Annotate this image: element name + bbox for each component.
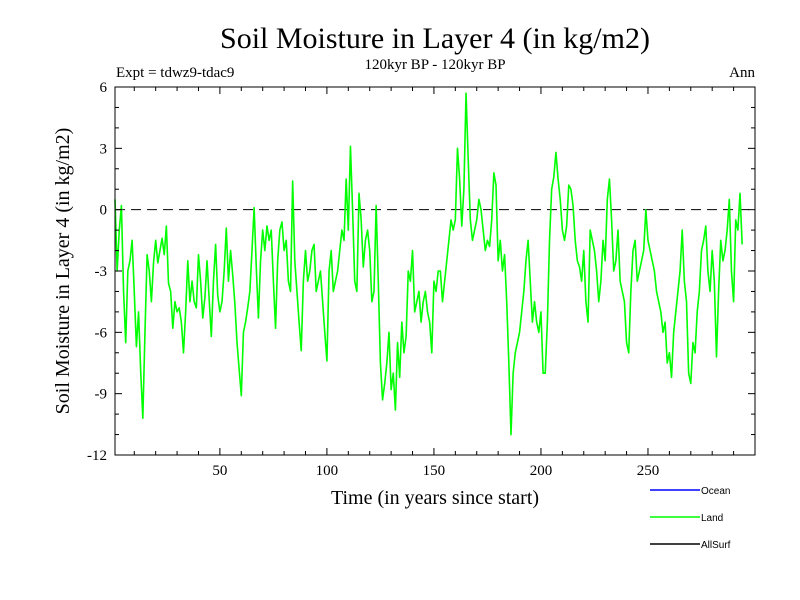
series-line-land — [114, 92, 743, 436]
x-tick-label: 250 — [637, 463, 660, 479]
x-tick-label: 50 — [212, 463, 227, 479]
series-layer — [114, 92, 743, 436]
legend: Ocean Land AllSurf — [650, 486, 731, 551]
x-tick-label: 100 — [316, 463, 339, 479]
x-tick-label: 150 — [423, 463, 446, 479]
x-tick-label: 200 — [530, 463, 553, 479]
legend-label-ocean: Ocean — [701, 486, 730, 497]
chart-title: Soil Moisture in Layer 4 (in kg/m2) — [220, 22, 650, 55]
legend-label-allsurf: AllSurf — [701, 540, 731, 551]
y-tick-label: -6 — [95, 325, 108, 341]
y-tick-label: -12 — [87, 448, 107, 464]
y-tick-label: 0 — [100, 203, 108, 219]
y-axis-label: Soil Moisture in Layer 4 (in kg/m2) — [52, 128, 74, 415]
y-tick-label: -9 — [95, 387, 108, 403]
period-label: Ann — [729, 65, 755, 81]
x-axis-label: Time (in years since start) — [331, 487, 539, 509]
legend-label-land: Land — [701, 513, 723, 524]
y-tick-label: -3 — [95, 264, 108, 280]
experiment-label: Expt = tdwz9-tdac9 — [116, 65, 234, 81]
y-tick-label: 6 — [100, 80, 108, 96]
plot-frame — [114, 86, 756, 456]
chart-subtitle: 120kyr BP - 120kyr BP — [364, 57, 505, 73]
y-tick-label: 3 — [100, 141, 108, 157]
